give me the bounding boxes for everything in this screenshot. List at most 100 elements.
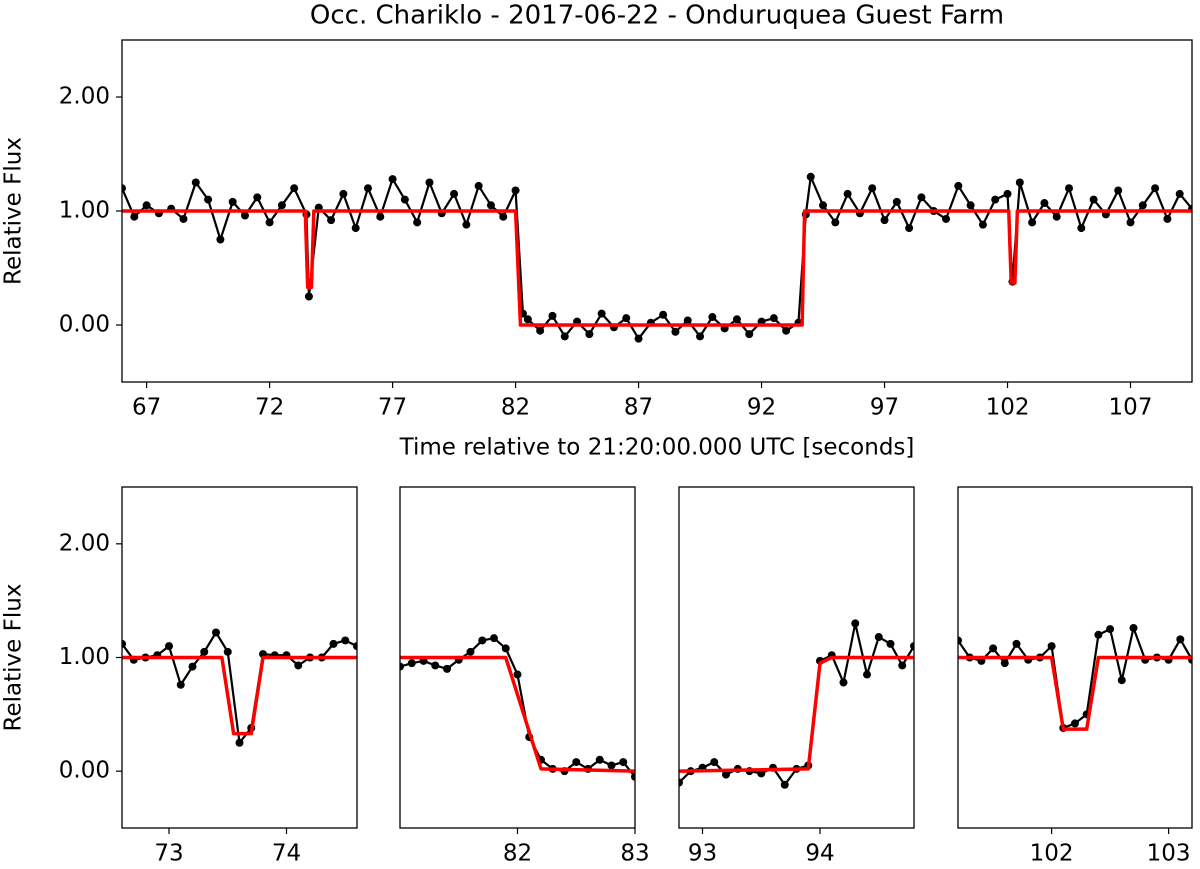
data-point [1052, 212, 1061, 221]
data-point [329, 639, 338, 648]
data-point [431, 661, 440, 670]
data-point [188, 662, 197, 671]
data-point [1077, 224, 1086, 233]
data-point [585, 330, 594, 339]
data-point [989, 644, 998, 653]
data-point [619, 758, 628, 767]
y-tick-label: 0.00 [59, 312, 110, 338]
data-point [490, 634, 498, 643]
x-tick-label: 102 [1030, 841, 1074, 867]
data-point [223, 647, 232, 656]
axes-frame [121, 39, 1193, 383]
axes-frame [121, 486, 358, 829]
model-line [122, 209, 1192, 327]
data-point [863, 670, 871, 679]
data-point [1089, 195, 1098, 204]
data-point [400, 662, 404, 671]
data-point [176, 680, 185, 689]
data-point [501, 644, 510, 653]
data-point [450, 189, 459, 198]
data-point [851, 619, 860, 628]
x-tick-label: 94 [805, 841, 834, 867]
x-tick-label: 87 [624, 395, 653, 421]
data-point [548, 311, 557, 320]
data-point [1065, 184, 1074, 193]
data-point [732, 315, 741, 324]
data-point [722, 770, 730, 779]
y-tick-label: 1.00 [59, 198, 110, 224]
data-point [294, 661, 303, 670]
data-point [212, 628, 220, 637]
data-point [474, 181, 483, 190]
data-point [696, 332, 705, 341]
data-point [200, 647, 209, 656]
data-point [978, 220, 987, 229]
data-point [339, 189, 348, 198]
panel: 102 103 [957, 486, 1193, 867]
data-point [290, 184, 299, 193]
data-point [165, 642, 173, 651]
data-point [892, 197, 901, 206]
data-point [228, 197, 237, 206]
axes-frame [678, 486, 915, 829]
x-tick-label: 103 [1147, 841, 1191, 867]
data-point [304, 292, 313, 301]
axes-frame [399, 486, 636, 829]
plot-area [958, 623, 1192, 732]
y-tick-label: 2.00 [59, 84, 110, 110]
x-tick-label: 82 [503, 841, 532, 867]
data-point [142, 201, 151, 210]
data-point [388, 175, 397, 184]
plot-area [400, 634, 635, 781]
data-point [683, 316, 692, 325]
data-line [122, 631, 357, 744]
data-point [216, 235, 225, 244]
data-point [277, 201, 286, 210]
x-tick-label: 92 [747, 395, 776, 421]
data-point [443, 664, 451, 673]
data-point [780, 780, 789, 789]
data-point [1117, 676, 1126, 685]
plot-area [122, 628, 357, 747]
data-point [874, 633, 883, 642]
panel: 93 94 [678, 486, 915, 867]
data-point [1094, 630, 1103, 639]
x-axis-label: Time relative to 21:20:00.000 UTC [secon… [399, 435, 915, 461]
data-point [351, 224, 360, 233]
data-point [1106, 625, 1115, 634]
data-point [868, 184, 877, 193]
data-point [327, 216, 336, 225]
data-point [265, 218, 274, 227]
data-point [631, 772, 635, 781]
data-point [1175, 189, 1184, 198]
data-point [659, 310, 668, 319]
data-point [880, 216, 889, 225]
data-point [1012, 639, 1021, 648]
x-tick-label: 107 [1109, 395, 1153, 421]
x-tick-label: 93 [688, 841, 717, 867]
x-tick-label: 97 [870, 395, 899, 421]
data-point [622, 314, 631, 323]
x-tick-label: 73 [154, 841, 183, 867]
data-point [353, 642, 357, 651]
data-point [478, 636, 487, 645]
data-point [572, 758, 581, 767]
data-point [1071, 719, 1079, 728]
data-point [886, 639, 895, 648]
y-tick-label: 1.00 [59, 644, 110, 670]
data-point [462, 220, 471, 229]
data-point [1126, 218, 1135, 227]
data-point [898, 661, 907, 670]
panel: Occ. Chariklo - 2017-06-22 - Onduruquea … [1, 1, 1193, 461]
data-point [831, 218, 840, 227]
model-line [958, 655, 1192, 731]
data-point [1163, 214, 1172, 223]
data-point [413, 218, 422, 227]
data-point [958, 636, 962, 645]
data-point [1028, 218, 1037, 227]
data-point [954, 181, 963, 190]
data-point [843, 189, 852, 198]
data-point [179, 214, 188, 223]
y-axis-label: Relative Flux [1, 584, 27, 732]
